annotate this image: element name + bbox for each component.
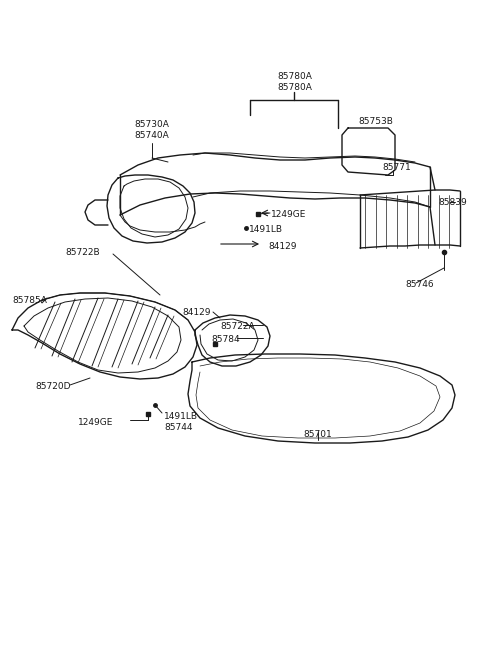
Text: 85785A: 85785A <box>12 296 47 305</box>
Text: 1249GE: 1249GE <box>271 210 306 219</box>
Text: 85720D: 85720D <box>35 382 71 391</box>
Text: 85746: 85746 <box>405 280 433 289</box>
Text: 85771: 85771 <box>382 163 411 172</box>
Text: 85701: 85701 <box>304 430 332 439</box>
Text: 85780A: 85780A <box>277 72 312 81</box>
Text: 85784: 85784 <box>211 335 240 344</box>
Text: 1491LB: 1491LB <box>249 225 283 234</box>
Text: 85780A: 85780A <box>277 83 312 92</box>
Text: 1249GE: 1249GE <box>78 418 113 427</box>
Text: 85722A: 85722A <box>220 322 254 331</box>
Text: 85753B: 85753B <box>358 117 393 126</box>
Text: 85740A: 85740A <box>134 131 169 140</box>
Text: 1491LB: 1491LB <box>164 412 198 421</box>
Text: 85730A: 85730A <box>134 120 169 129</box>
Text: 84129: 84129 <box>268 242 297 251</box>
Text: 84129: 84129 <box>182 308 211 317</box>
Text: 85744: 85744 <box>164 423 192 432</box>
Text: 85839: 85839 <box>438 198 467 207</box>
Text: 85722B: 85722B <box>65 248 100 257</box>
